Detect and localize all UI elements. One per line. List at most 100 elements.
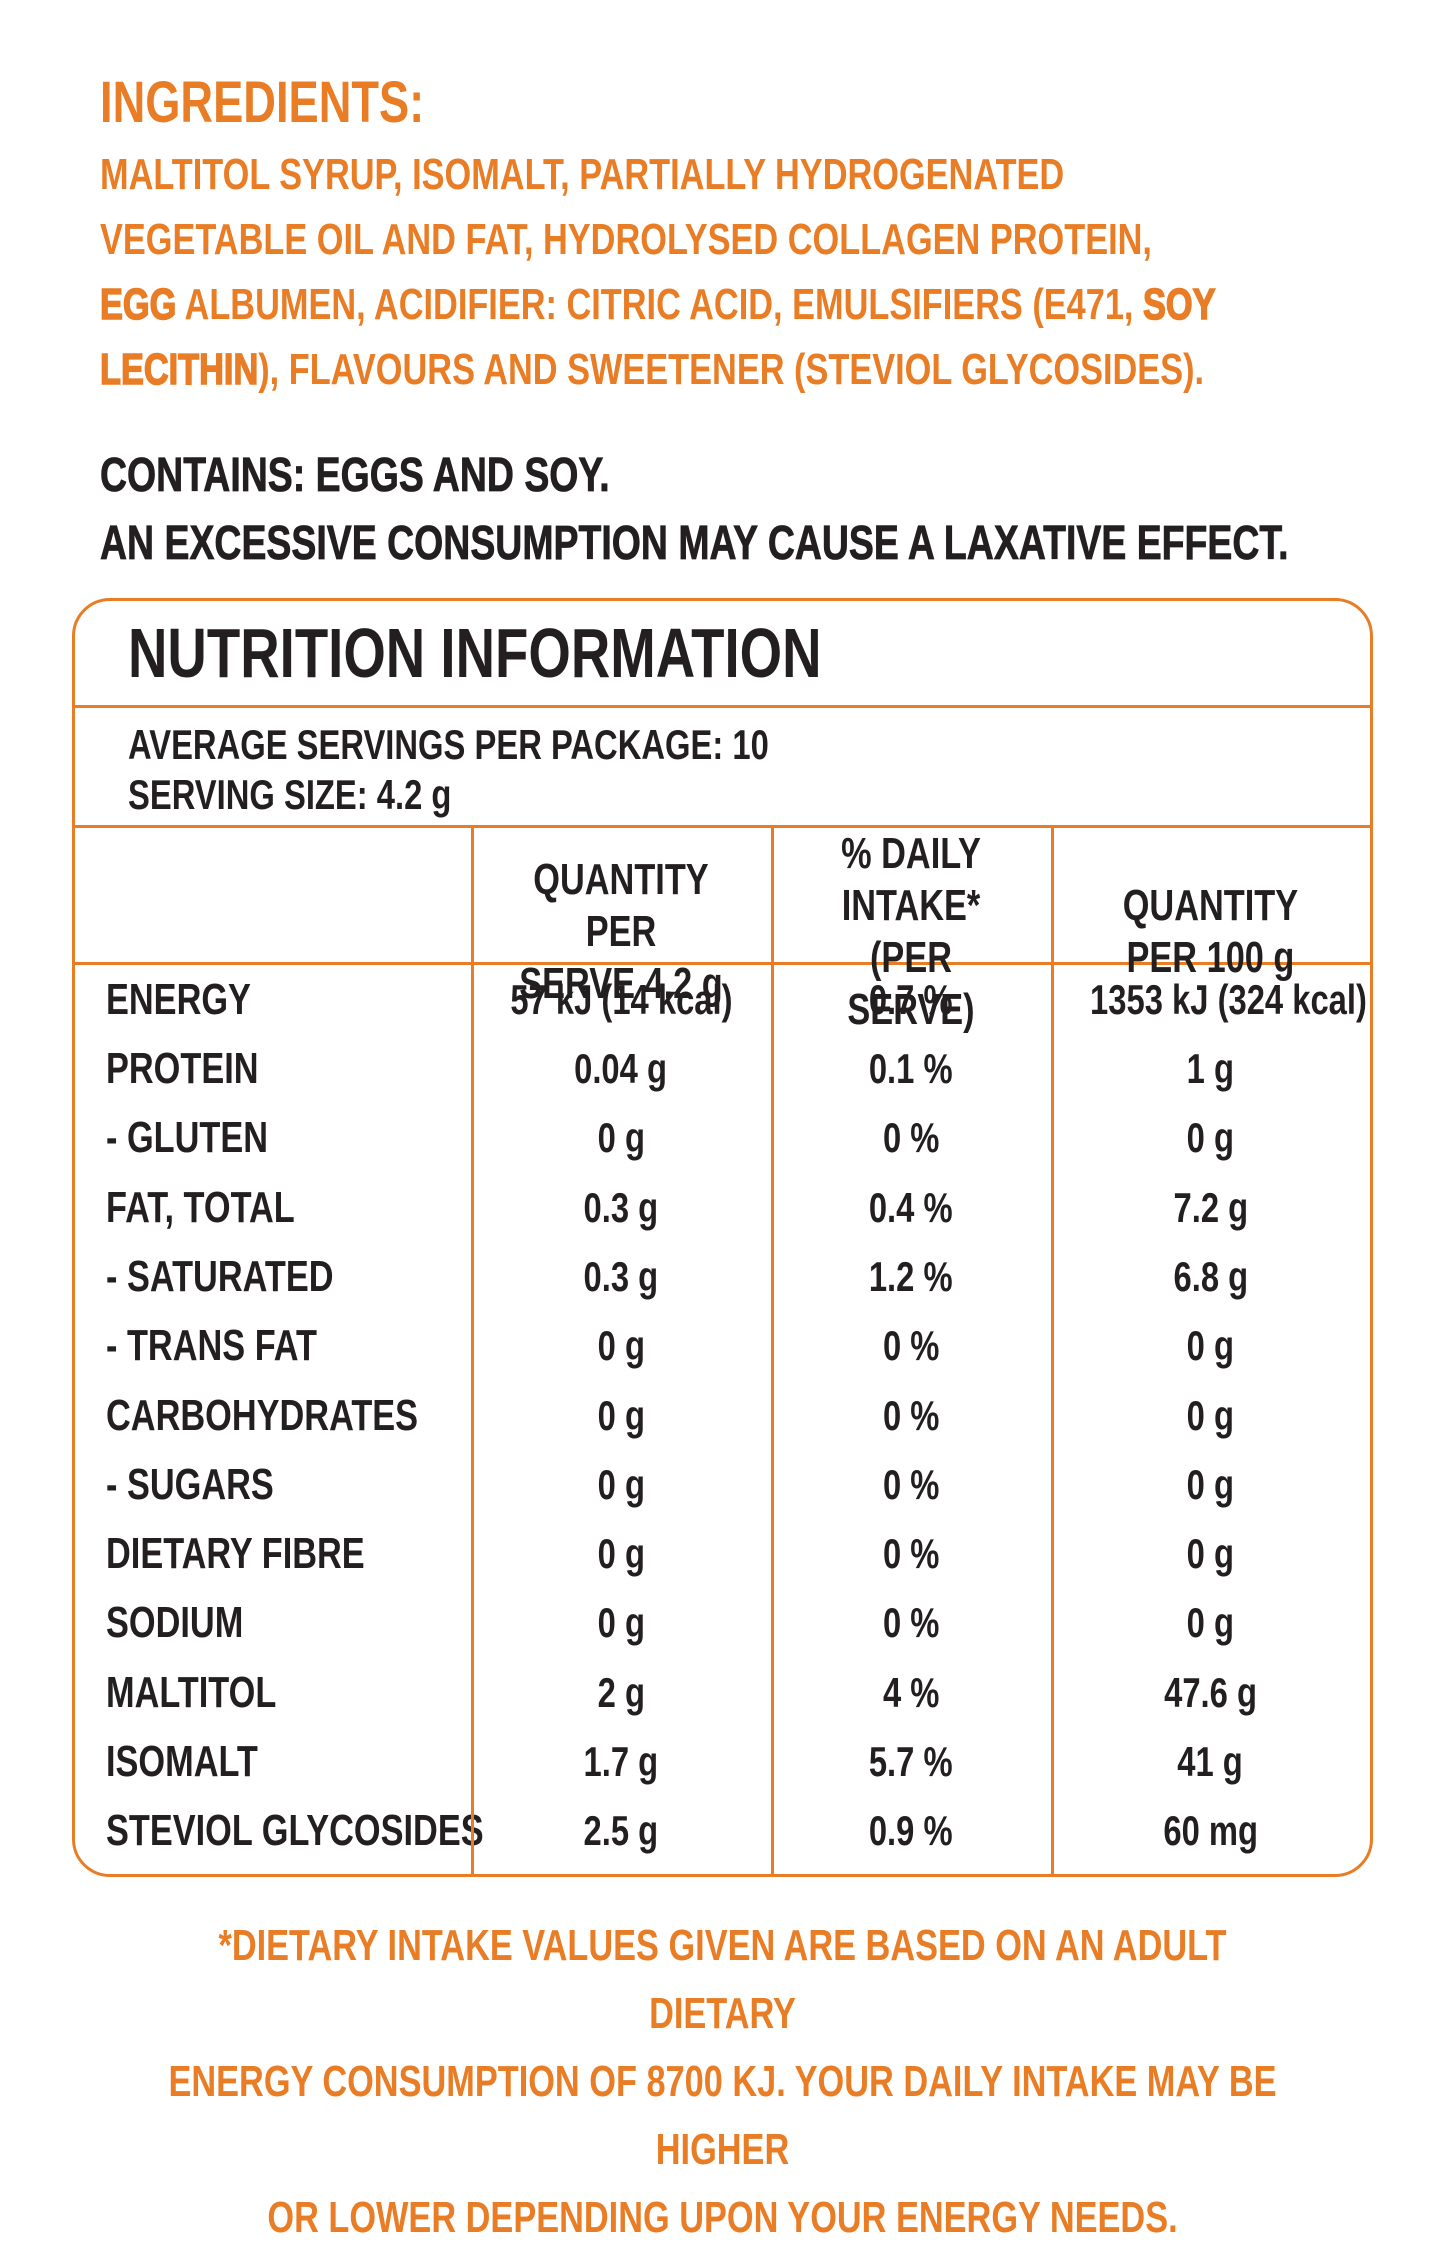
dietary-intake-footnote: *DIETARY INTAKE VALUES GIVEN ARE BASED O… <box>168 1921 1277 2242</box>
nutrient-name: PROTEIN <box>106 1043 259 1093</box>
daily-intake-percent-cell: 0 % <box>771 1322 1051 1370</box>
daily-intake-percent: 0.7 % <box>869 975 953 1023</box>
nutrient-name-cell: FAT, TOTAL <box>75 1183 471 1233</box>
quantity-per-serve: 1.7 g <box>583 1738 659 1786</box>
quantity-per-100g-cell: 0 g <box>1051 1599 1370 1647</box>
column-header-per-100g: QUANTITY PER 100 g <box>1122 881 1299 982</box>
daily-intake-percent-cell: 0.7 % <box>771 976 1051 1024</box>
quantity-per-serve: 0 g <box>597 1391 645 1439</box>
daily-intake-percent: 0 % <box>882 1322 940 1370</box>
quantity-per-serve: 0 g <box>597 1460 645 1508</box>
dietary-intake-footnote-wrap: *DIETARY INTAKE VALUES GIVEN ARE BASED O… <box>0 1912 1445 2252</box>
quantity-per-serve: 0 g <box>597 1322 645 1370</box>
quantity-per-serve: 0.3 g <box>583 1252 659 1300</box>
quantity-per-100g: 60 mg <box>1163 1807 1258 1855</box>
quantity-per-100g: 0 g <box>1186 1114 1235 1162</box>
nutrient-name: - TRANS FAT <box>106 1321 317 1371</box>
quantity-per-100g: 0 g <box>1186 1460 1235 1508</box>
nutrient-name-cell: - TRANS FAT <box>75 1321 471 1371</box>
quantity-per-serve-cell: 2.5 g <box>471 1807 771 1855</box>
daily-intake-percent: 0.9 % <box>869 1807 953 1855</box>
daily-intake-percent-cell: 4 % <box>771 1669 1051 1717</box>
ingredient-run: ), FLAVOURS AND SWEETENER (STEVIOL GLYCO… <box>258 345 1205 394</box>
daily-intake-percent-cell: 0 % <box>771 1114 1051 1162</box>
quantity-per-serve-cell: 1.7 g <box>471 1738 771 1786</box>
table-row: ENERGY 57 kJ (14 kcal) 0.7 % 1353 kJ (324 k… <box>75 965 1370 1034</box>
daily-intake-percent: 0 % <box>882 1530 940 1578</box>
nutrient-name: ISOMALT <box>106 1737 258 1787</box>
servings-per-package: AVERAGE SERVINGS PER PACKAGE: 10 <box>128 721 769 768</box>
quantity-per-serve-cell: 0 g <box>471 1392 771 1440</box>
nutrient-name-cell: ISOMALT <box>75 1737 471 1787</box>
daily-intake-percent-cell: 0 % <box>771 1599 1051 1647</box>
daily-intake-percent-cell: 0 % <box>771 1392 1051 1440</box>
column-divider <box>471 828 474 1874</box>
daily-intake-percent: 0 % <box>882 1114 940 1162</box>
nutrient-name-cell: - SUGARS <box>75 1460 471 1510</box>
ingredients-text: MALTITOL SYRUP, ISOMALT, PARTIALLY HYDRO… <box>99 142 1445 402</box>
table-row: - SUGARS 0 g 0 % 0 g <box>75 1450 1370 1519</box>
quantity-per-serve: 57 kJ (14 kcal) <box>509 975 733 1023</box>
contains-statement: CONTAINS: EGGS AND SOY. <box>100 449 610 502</box>
quantity-per-serve-cell: 2 g <box>471 1669 771 1717</box>
table-row: CARBOHYDRATES 0 g 0 % 0 g <box>75 1381 1370 1450</box>
serving-info: AVERAGE SERVINGS PER PACKAGE: 10 SERVING… <box>75 708 1370 825</box>
daily-intake-percent: 0.4 % <box>869 1183 953 1231</box>
quantity-per-serve: 2 g <box>597 1668 645 1716</box>
column-header-row: QUANTITY PER SERVE 4.2 g % DAILY INTAKE*… <box>75 828 1370 1034</box>
table-row: MALTITOL 2 g 4 % 47.6 g <box>75 1658 1370 1727</box>
quantity-per-100g: 1 g <box>1186 1044 1235 1092</box>
nutrient-name: MALTITOL <box>106 1667 277 1717</box>
quantity-per-serve-cell: 57 kJ (14 kcal) <box>471 976 771 1024</box>
nutrient-name: CARBOHYDRATES <box>106 1390 419 1440</box>
table-row: DIETARY FIBRE 0 g 0 % 0 g <box>75 1520 1370 1589</box>
daily-intake-percent: 5.7 % <box>869 1738 953 1786</box>
nutrition-table-title-row: NUTRITION INFORMATION <box>75 601 1370 705</box>
nutrient-name-cell: CARBOHYDRATES <box>75 1391 471 1441</box>
table-row: - TRANS FAT 0 g 0 % 0 g <box>75 1312 1370 1381</box>
column-header-per-serve-cell: QUANTITY PER SERVE 4.2 g <box>471 854 771 1010</box>
ingredients-title: INGREDIENTS: <box>100 70 425 135</box>
table-row: STEVIOL GLYCOSIDES 2.5 g 0.9 % 60 mg <box>75 1797 1370 1866</box>
nutrient-name: ENERGY <box>106 974 251 1024</box>
nutrition-table-title: NUTRITION INFORMATION <box>128 614 822 692</box>
quantity-per-serve-cell: 0 g <box>471 1461 771 1509</box>
daily-intake-percent-cell: 1.2 % <box>771 1253 1051 1301</box>
daily-intake-percent: 0.1 % <box>869 1044 953 1092</box>
quantity-per-100g: 7.2 g <box>1173 1183 1248 1231</box>
serving-size: SERVING SIZE: 4.2 g <box>128 771 452 818</box>
nutrient-name: FAT, TOTAL <box>106 1182 295 1232</box>
daily-intake-percent: 0 % <box>882 1599 940 1647</box>
quantity-per-serve: 2.5 g <box>583 1807 659 1855</box>
quantity-per-serve-cell: 0 g <box>471 1530 771 1578</box>
quantity-per-100g: 1353 kJ (324 kcal) <box>1090 975 1367 1023</box>
column-header-per-100g-cell: QUANTITY PER 100 g <box>1051 880 1370 984</box>
nutrient-name-cell: ENERGY <box>75 975 471 1025</box>
quantity-per-100g-cell: 1353 kJ (324 kcal) <box>1051 976 1406 1024</box>
quantity-per-serve: 0 g <box>597 1114 645 1162</box>
divider <box>75 962 1370 965</box>
daily-intake-percent: 4 % <box>882 1668 940 1716</box>
table-row: - GLUTEN 0 g 0 % 0 g <box>75 1104 1370 1173</box>
daily-intake-percent: 0 % <box>882 1391 940 1439</box>
quantity-per-serve-cell: 0 g <box>471 1322 771 1370</box>
daily-intake-percent-cell: 0 % <box>771 1461 1051 1509</box>
nutrient-name: - GLUTEN <box>106 1113 269 1163</box>
quantity-per-serve-cell: 0.3 g <box>471 1184 771 1232</box>
nutrition-table: NUTRITION INFORMATION AVERAGE SERVINGS P… <box>72 598 1373 1877</box>
quantity-per-serve-cell: 0.3 g <box>471 1253 771 1301</box>
nutrient-name-cell: SODIUM <box>75 1598 471 1648</box>
daily-intake-percent-cell: 5.7 % <box>771 1738 1051 1786</box>
quantity-per-100g: 0 g <box>1186 1599 1235 1647</box>
nutrient-name-cell: DIETARY FIBRE <box>75 1529 471 1579</box>
quantity-per-serve: 0.04 g <box>574 1044 668 1092</box>
quantity-per-100g-cell: 0 g <box>1051 1530 1370 1578</box>
laxative-warning: AN EXCESSIVE CONSUMPTION MAY CAUSE A LAX… <box>100 517 1289 570</box>
divider <box>75 705 1370 708</box>
quantity-per-100g: 0 g <box>1186 1391 1235 1439</box>
daily-intake-percent-cell: 0 % <box>771 1530 1051 1578</box>
column-header-daily-intake: % DAILY INTAKE* (PER SERVE) <box>841 829 981 1034</box>
table-row: FAT, TOTAL 0.3 g 0.4 % 7.2 g <box>75 1173 1370 1242</box>
quantity-per-serve-cell: 0 g <box>471 1599 771 1647</box>
nutrient-name: STEVIOL GLYCOSIDES <box>106 1806 484 1856</box>
